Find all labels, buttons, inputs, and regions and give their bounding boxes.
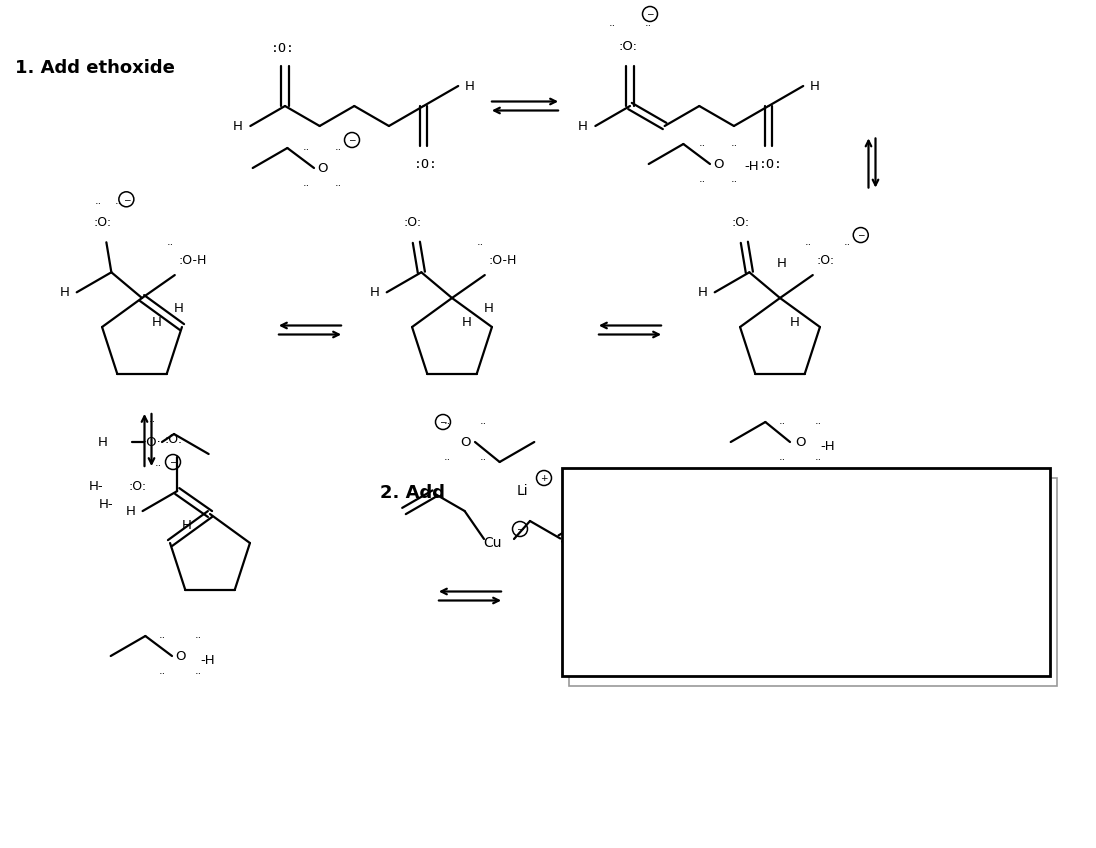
- Text: −: −: [439, 417, 447, 427]
- Text: −: −: [169, 458, 176, 466]
- Text: 2. Add: 2. Add: [380, 484, 445, 502]
- Text: ··: ··: [194, 633, 202, 643]
- Text: H: H: [777, 257, 787, 270]
- Text: O: O: [317, 161, 328, 175]
- Text: :O:: :O:: [618, 40, 638, 53]
- Text: ··: ··: [698, 177, 706, 187]
- Text: :O:: :O:: [164, 432, 182, 445]
- Text: +: +: [540, 473, 548, 483]
- Text: :O:: :O:: [817, 254, 835, 266]
- Text: ··: ··: [444, 419, 450, 429]
- Text: ··: ··: [814, 455, 822, 465]
- Text: ··: ··: [159, 633, 165, 643]
- Text: ··: ··: [730, 141, 738, 151]
- Text: ··: ··: [334, 145, 342, 155]
- Text: ··: ··: [302, 181, 310, 191]
- Text: ··: ··: [698, 141, 706, 151]
- Text: :O:: :O:: [271, 42, 295, 54]
- Text: :O:: :O:: [403, 215, 422, 229]
- Text: H: H: [463, 315, 472, 328]
- Text: ··: ··: [844, 240, 852, 250]
- Text: ··: ··: [479, 419, 487, 429]
- Text: O: O: [174, 650, 185, 662]
- Text: H: H: [369, 286, 379, 298]
- Text: ··: ··: [778, 455, 786, 465]
- Text: H: H: [578, 120, 587, 132]
- Text: ··: ··: [608, 21, 616, 31]
- Text: ··: ··: [159, 669, 165, 679]
- Text: Li: Li: [516, 484, 528, 498]
- Text: H-: H-: [99, 498, 113, 510]
- Text: −: −: [349, 136, 356, 144]
- Text: :O:: :O:: [758, 158, 783, 170]
- Text: H: H: [810, 80, 820, 92]
- Text: Cu: Cu: [482, 536, 501, 550]
- Text: −: −: [516, 525, 524, 533]
- Text: H: H: [232, 120, 242, 132]
- Text: ··: ··: [155, 461, 161, 471]
- Text: ··: ··: [194, 669, 202, 679]
- Text: H: H: [698, 286, 708, 298]
- Bar: [569, 478, 1057, 686]
- Text: ··: ··: [444, 455, 450, 465]
- Text: ··: ··: [806, 240, 812, 250]
- Text: H: H: [182, 518, 192, 532]
- Text: H: H: [126, 505, 136, 517]
- Text: O: O: [712, 158, 723, 170]
- Text: H: H: [152, 315, 162, 328]
- Text: H: H: [790, 315, 800, 328]
- Text: ··: ··: [644, 21, 652, 31]
- Text: O: O: [459, 436, 470, 449]
- Text: :O:: :O:: [129, 479, 147, 493]
- Text: ··: ··: [168, 240, 174, 250]
- Text: H: H: [484, 302, 494, 315]
- Text: ··: ··: [148, 417, 156, 427]
- Text: ··: ··: [814, 419, 822, 429]
- Text: −: −: [857, 231, 865, 239]
- Text: H: H: [60, 286, 70, 298]
- Text: 1. Add ethoxide: 1. Add ethoxide: [15, 59, 175, 77]
- Text: ··: ··: [115, 199, 122, 209]
- Text: -H: -H: [744, 159, 758, 172]
- Text: -H: -H: [820, 439, 835, 453]
- Text: :O-H: :O-H: [489, 254, 517, 266]
- Text: ··: ··: [778, 419, 786, 429]
- Text: ·O·: ·O·: [142, 436, 161, 449]
- Text: ··: ··: [334, 181, 342, 191]
- Text: H-: H-: [89, 479, 103, 493]
- Text: ··: ··: [477, 240, 484, 250]
- Text: H: H: [99, 436, 109, 449]
- Text: H: H: [174, 302, 184, 315]
- Text: −: −: [647, 9, 653, 19]
- Text: O: O: [795, 436, 806, 449]
- Text: :O:: :O:: [93, 215, 112, 229]
- Bar: [562, 468, 1050, 676]
- Text: ··: ··: [479, 455, 487, 465]
- Text: :O:: :O:: [413, 158, 437, 170]
- Text: :O-H: :O-H: [179, 254, 207, 266]
- Text: H: H: [465, 80, 475, 92]
- Text: ··: ··: [302, 145, 310, 155]
- Text: −: −: [123, 195, 130, 204]
- Text: ··: ··: [730, 177, 738, 187]
- Text: :O:: :O:: [731, 215, 750, 229]
- Text: -H: -H: [199, 654, 215, 667]
- Text: ··: ··: [94, 199, 102, 209]
- Text: ··: ··: [148, 455, 156, 465]
